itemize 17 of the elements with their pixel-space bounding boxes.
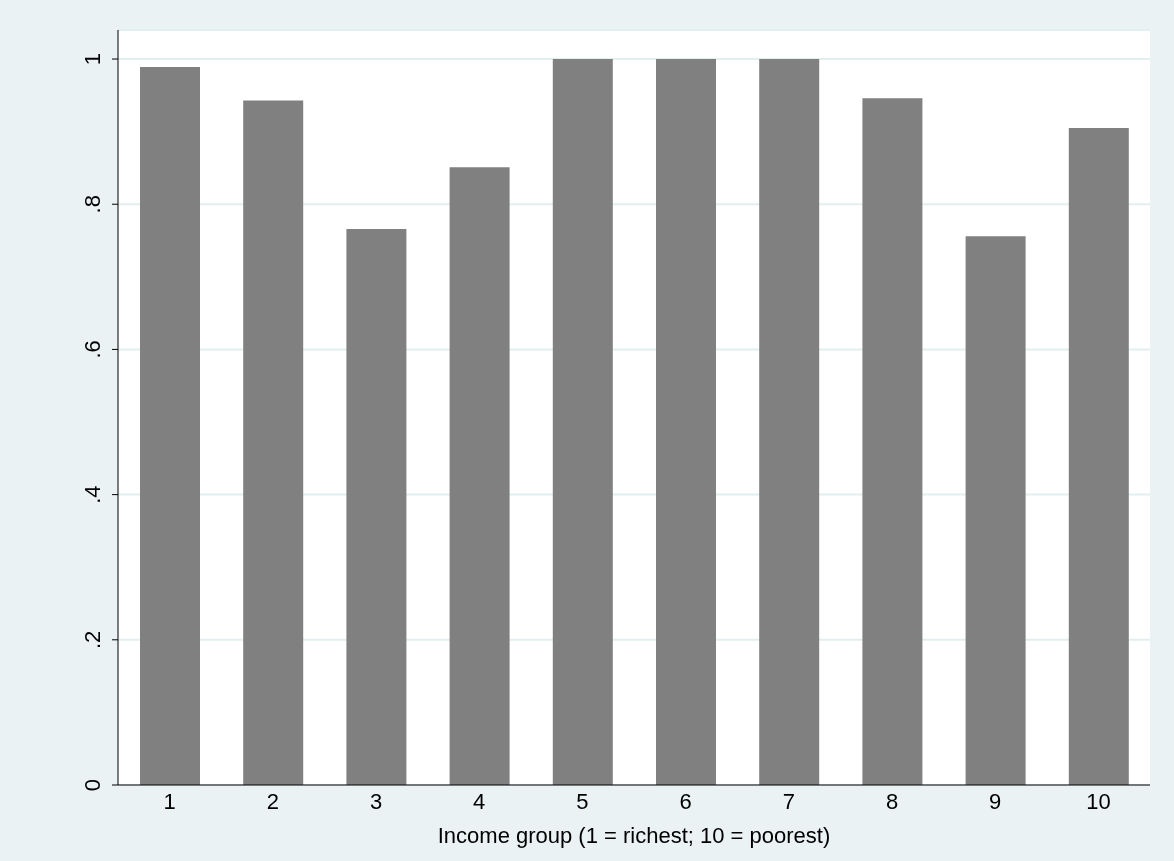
y-tick-label: .2: [80, 630, 105, 649]
y-tick-label: 1: [80, 52, 105, 66]
x-tick-label: 3: [369, 788, 383, 814]
x-tick-label: 1: [163, 788, 176, 814]
y-tick-label: 0: [80, 778, 105, 792]
y-tick-label: .6: [80, 340, 105, 359]
x-tick-label: 4: [473, 788, 486, 814]
x-axis-title: Income group (1 = richest; 10 = poorest): [437, 823, 831, 848]
x-tick-label: 10: [1086, 788, 1111, 814]
x-tick-label: 6: [679, 788, 692, 814]
y-tick-label: .8: [80, 195, 105, 214]
x-tick-label: 8: [885, 788, 899, 814]
x-tick-label: 7: [782, 788, 795, 814]
x-tick-label: 5: [576, 788, 589, 814]
x-tick-label: 9: [989, 788, 1002, 814]
x-tick-label: 2: [266, 788, 279, 814]
y-tick-label: .4: [80, 485, 105, 504]
